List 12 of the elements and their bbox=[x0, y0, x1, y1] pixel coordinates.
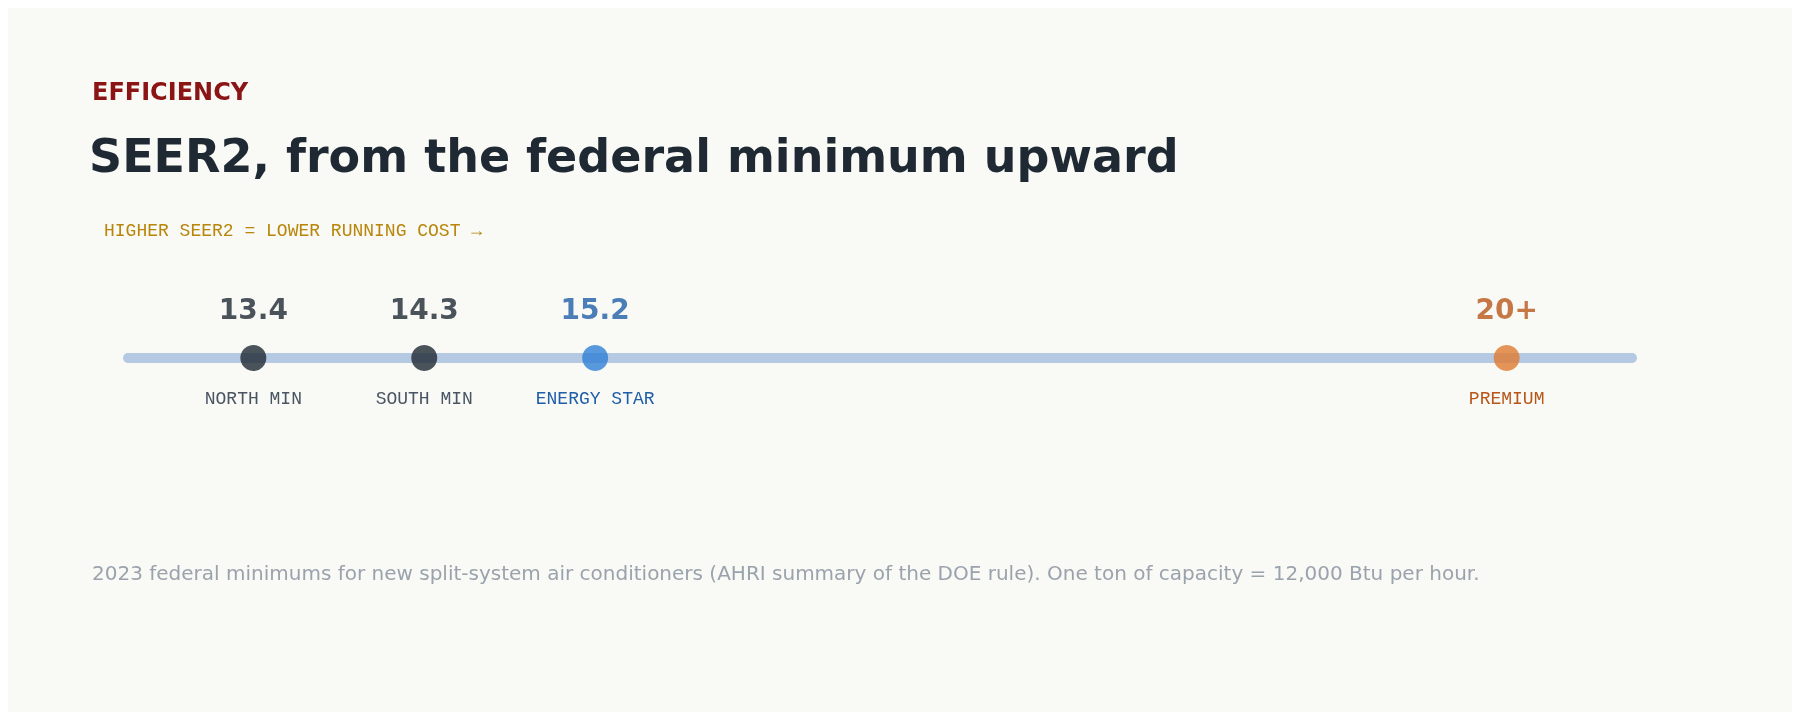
text: HIGHER SEER2 = LOWER RUNNING COST → bbox=[104, 221, 483, 241]
category-label: SOUTH MIN bbox=[375, 389, 473, 409]
text: EFFICIENCY bbox=[92, 78, 249, 106]
data-label: 14.3 bbox=[389, 292, 459, 326]
text: SEER2, from the federal minimum upward bbox=[89, 129, 1179, 183]
data-label: 20+ bbox=[1475, 292, 1538, 326]
category-label: ENERGY STAR bbox=[535, 389, 655, 409]
category-label: NORTH MIN bbox=[204, 389, 302, 409]
category-label: PREMIUM bbox=[1468, 389, 1545, 409]
data-label: 15.2 bbox=[560, 292, 630, 326]
data-label: 13.4 bbox=[218, 292, 288, 326]
text: 2023 federal minimums for new split-system air conditioners (AHRI summary of the DOE rule). One ton of capacity = 12,000 Btu per hour. bbox=[92, 561, 1480, 585]
